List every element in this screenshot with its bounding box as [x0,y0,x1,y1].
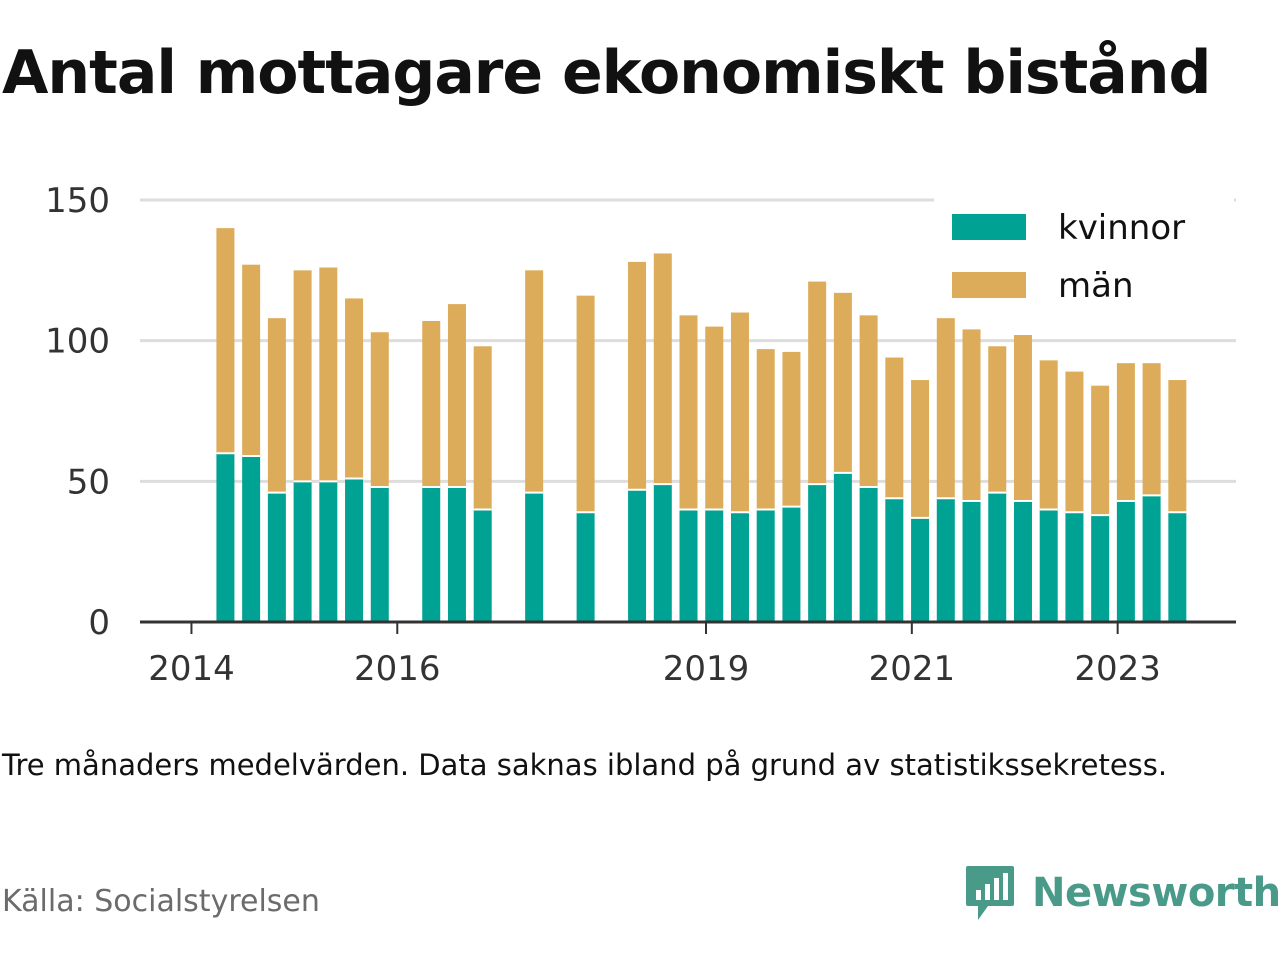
bar-kvinnor [1116,501,1135,622]
bar-män [525,270,544,493]
x-tick-label: 2014 [148,649,235,689]
bar-kvinnor [370,486,389,622]
bar-män [705,326,724,510]
chart-note: Tre månaders medelvärden. Data saknas ib… [2,748,1168,782]
bar-män [1013,335,1032,502]
bar-män [576,295,595,513]
bar-kvinnor [447,486,466,622]
bar-kvinnor [782,506,801,622]
y-tick-label: 100 [45,322,110,362]
bar-kvinnor [1091,515,1110,622]
bar-män [1091,385,1110,516]
bar-män [936,318,955,499]
bar-kvinnor [1142,495,1161,622]
bar-män [833,292,852,473]
bar-män [730,312,749,513]
bar-kvinnor [525,492,544,622]
bar-män [988,346,1007,493]
x-tick-label: 2016 [354,649,441,689]
bar-män [267,318,286,493]
bar-män [1142,363,1161,496]
bar-kvinnor [911,517,930,622]
bar-män [447,304,466,487]
bar-kvinnor [422,486,441,622]
bar-män [885,357,904,499]
brand-logo[interactable]: Newsworthy [964,864,1280,922]
bar-kvinnor [1168,512,1187,622]
bar-män [1065,371,1084,513]
bar-kvinnor [705,509,724,622]
bar-män [911,380,930,518]
bar-kvinnor [1065,512,1084,622]
newsworthy-logo-icon [966,866,1014,920]
bar-män [1039,360,1058,510]
bar-kvinnor [808,484,827,622]
bar-kvinnor [345,478,364,622]
bar-kvinnor [242,456,261,622]
bar-män [962,329,981,502]
y-tick-label: 0 [88,603,110,643]
bar-kvinnor [885,498,904,622]
legend-label-män: män [1058,266,1134,306]
bar-kvinnor [267,492,286,622]
bar-kvinnor [216,453,235,622]
bar-kvinnor [473,509,492,622]
legend-label-kvinnor: kvinnor [1058,208,1185,248]
x-tick-label: 2021 [869,649,956,689]
bars [216,228,1187,622]
legend-swatch-män [952,272,1026,298]
bar-män [1168,380,1187,513]
bar-män [679,315,698,510]
bar-män [345,298,364,479]
bar-kvinnor [679,509,698,622]
bar-män [808,281,827,485]
bar-kvinnor [859,486,878,622]
bar-män [370,332,389,487]
bar-män [422,320,441,487]
y-tick-label: 150 [45,181,110,221]
bar-kvinnor [936,498,955,622]
bar-män [473,346,492,510]
bar-män [1116,363,1135,502]
bar-kvinnor [628,489,647,622]
brand-name: Newsworthy [1032,870,1280,916]
legend: kvinnor män [934,190,1234,318]
bar-kvinnor [319,481,338,622]
bar-kvinnor [1013,501,1032,622]
bar-kvinnor [756,509,775,622]
bar-män [859,315,878,487]
bar-kvinnor [653,484,672,622]
axes: 0 50 100 150 2014 2016 2019 2021 2023 [45,181,1236,689]
bar-kvinnor [988,492,1007,622]
source-text: Källa: Socialstyrelsen [2,884,320,919]
bar-kvinnor [962,501,981,622]
bar-kvinnor [833,472,852,622]
bar-män [653,253,672,485]
bar-män [782,351,801,507]
bar-kvinnor [293,481,312,622]
bar-chart: kvinnor män 0 50 100 150 2014 2016 2019 2021 2023 [45,181,1236,689]
bar-män [756,349,775,510]
bar-kvinnor [576,512,595,622]
legend-swatch-kvinnor [952,214,1026,240]
bar-kvinnor [730,512,749,622]
x-tick-label: 2019 [663,649,750,689]
bar-män [216,228,235,454]
bar-män [293,270,312,482]
y-tick-label: 50 [67,462,110,502]
x-tick-label: 2023 [1074,649,1161,689]
bar-kvinnor [1039,509,1058,622]
bar-män [319,267,338,482]
bar-män [242,264,261,457]
bar-män [628,261,647,490]
chart-title: Antal mottagare ekonomiskt bistånd [2,38,1211,108]
